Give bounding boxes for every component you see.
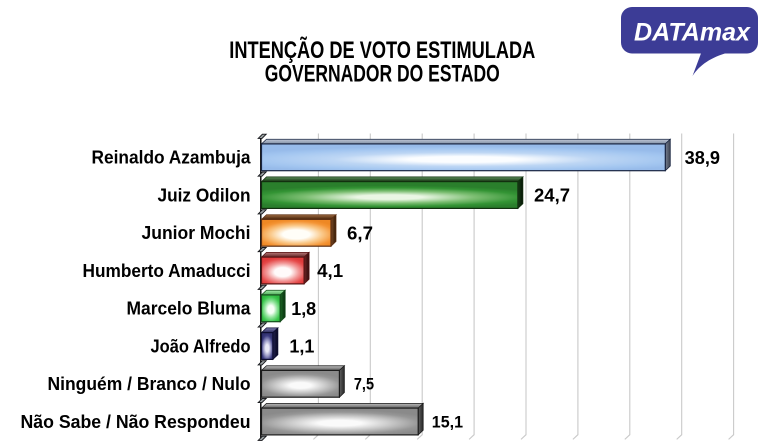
svg-text:INTENÇÃO DE VOTO ESTIMULADA: INTENÇÃO DE VOTO ESTIMULADA [229, 36, 535, 64]
svg-text:4,1: 4,1 [317, 260, 343, 281]
svg-text:38,9: 38,9 [685, 147, 720, 168]
svg-text:7,5: 7,5 [354, 376, 374, 394]
svg-text:Reinaldo Azambuja: Reinaldo Azambuja [92, 147, 252, 168]
svg-text:6,7: 6,7 [347, 223, 373, 244]
svg-text:1,8: 1,8 [291, 298, 316, 319]
svg-text:Juiz Odilon: Juiz Odilon [158, 184, 251, 205]
svg-text:Junior Mochi: Junior Mochi [142, 222, 251, 243]
svg-text:15,1: 15,1 [432, 413, 463, 431]
svg-text:Marcelo Bluma: Marcelo Bluma [127, 298, 252, 319]
svg-text:1,1: 1,1 [289, 336, 314, 357]
svg-text:GOVERNADOR DO ESTADO: GOVERNADOR DO ESTADO [265, 60, 500, 87]
svg-text:Ninguém / Branco / Nulo: Ninguém / Branco / Nulo [48, 373, 251, 394]
svg-text:Humberto Amaducci: Humberto Amaducci [83, 260, 251, 281]
svg-text:João Alfredo: João Alfredo [151, 335, 251, 356]
svg-text:Não Sabe / Não Respondeu: Não Sabe / Não Respondeu [21, 411, 251, 432]
svg-text:24,7: 24,7 [534, 185, 570, 206]
svg-text:DATAmax: DATAmax [634, 19, 751, 47]
